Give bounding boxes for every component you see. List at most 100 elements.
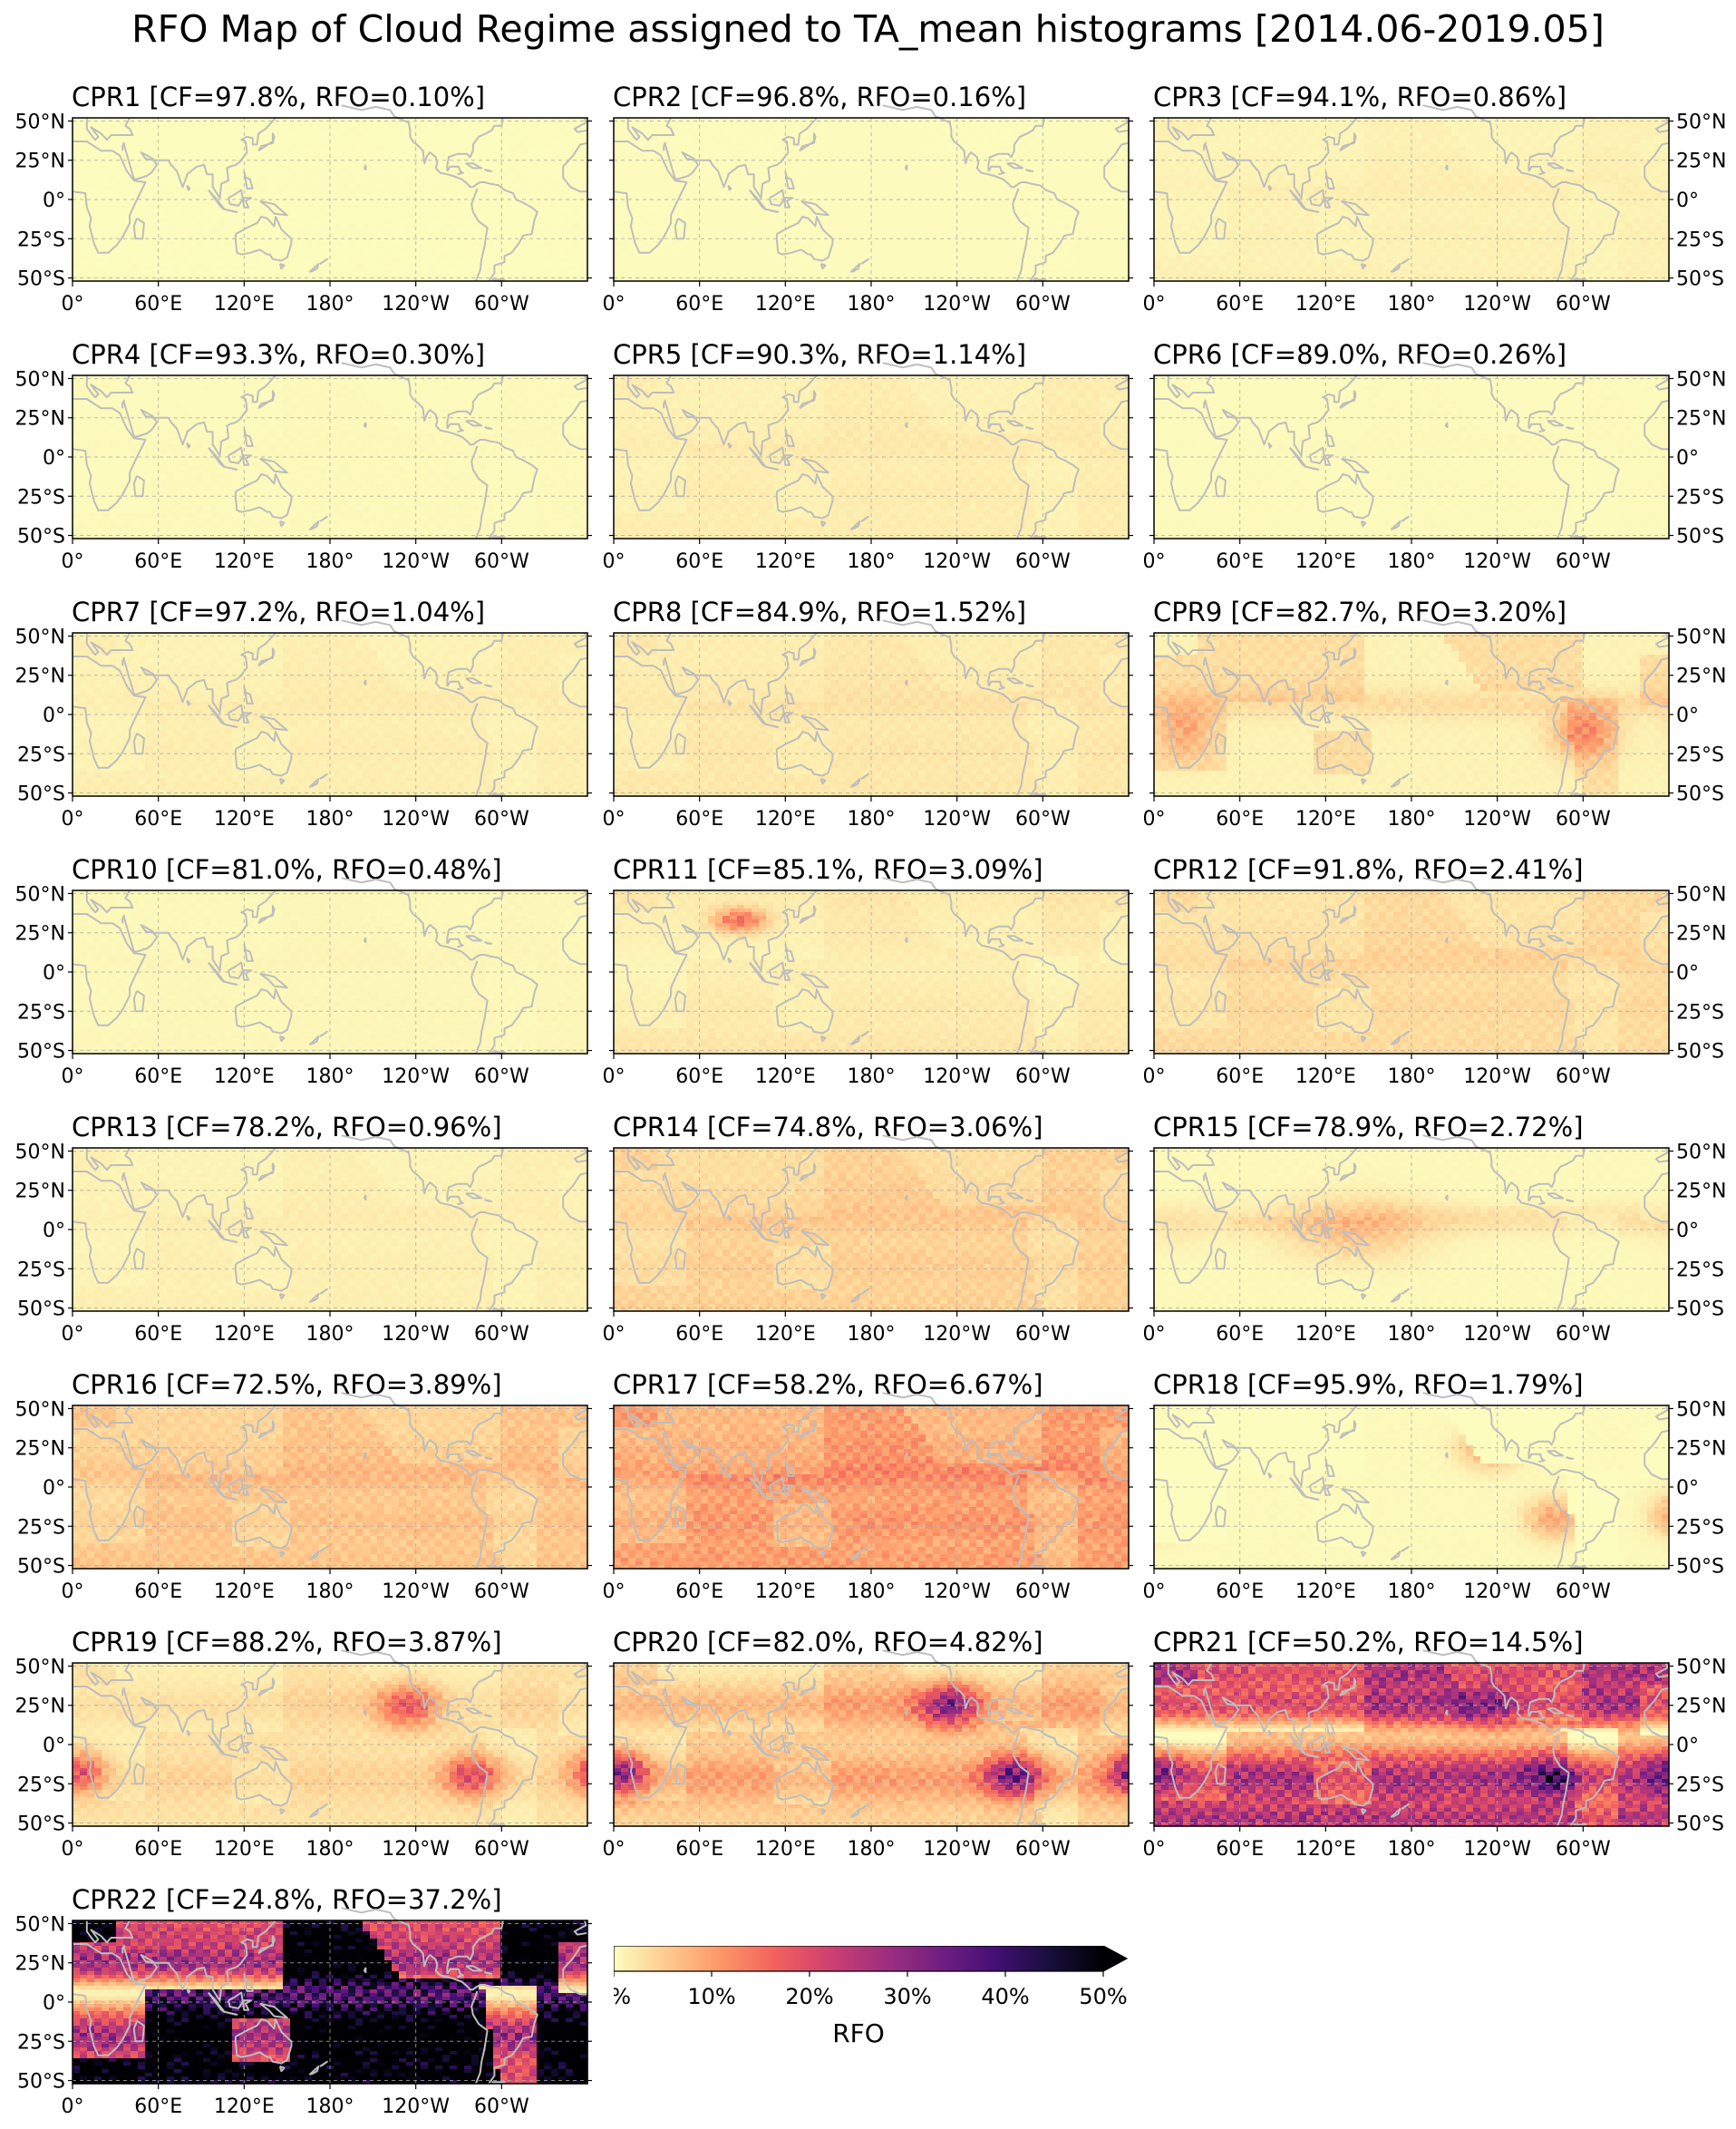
x-tick-label: 180°	[306, 1838, 354, 1861]
map-panel: 0° 60°E 120°E 180° 120°W 60°W 50°N 25°N 0° 25°S 50…	[1154, 633, 1669, 796]
x-tick-label: 120°E	[1295, 1580, 1356, 1603]
x-tick-label: 120°W	[923, 1065, 991, 1088]
y-tick-label: 50°S	[1676, 1813, 1724, 1836]
map-panel: 0° 60°E 120°E 180° 120°W 60°W 50°N 25°N 0° 25°S 50…	[73, 1148, 587, 1311]
y-tick-label: 25°S	[1676, 486, 1724, 509]
x-tick-label: 60°E	[675, 550, 723, 573]
x-tick-label: 60°W	[474, 2095, 529, 2118]
x-tick-label: 120°W	[382, 2095, 450, 2118]
x-tick-label: 120°E	[1295, 1065, 1356, 1088]
y-tick-label: 50°S	[17, 1556, 65, 1579]
x-tick-label: 180°	[306, 1065, 354, 1088]
x-tick-label: 60°E	[675, 293, 723, 316]
map-plot: 0° 60°E 120°E 180° 120°W 60°W50°N25°N0°25°S50…	[1154, 375, 1669, 539]
x-tick-label: 60°E	[134, 808, 182, 831]
x-tick-label: 120°E	[214, 1838, 275, 1861]
colorbar-tick-label: 0%	[614, 1984, 631, 2009]
y-tick-label: 0°	[43, 447, 65, 470]
y-tick-label: 25°S	[17, 1774, 65, 1796]
y-tick-label: 0°	[1676, 447, 1699, 470]
x-tick-label: 180°	[1388, 1838, 1436, 1861]
x-tick-label: 120°W	[923, 550, 991, 573]
y-tick-label: 50°S	[17, 268, 65, 291]
x-tick-label: 60°W	[1015, 1838, 1071, 1861]
y-tick-label: 0°	[43, 962, 65, 985]
colorbar-extend-arrow	[1103, 1946, 1127, 1971]
y-tick-label: 50°S	[1676, 526, 1724, 549]
x-tick-label: 120°W	[923, 1838, 991, 1861]
x-tick-label: 60°E	[134, 1323, 182, 1346]
y-tick-label: 0°	[43, 190, 65, 212]
y-tick-label: 50°S	[1676, 268, 1724, 291]
map-panel: 0° 60°E 120°E 180° 120°W 60°W 50°N 25°N 0° 25°S 50…	[73, 1663, 587, 1826]
x-tick-label: 60°W	[1015, 550, 1071, 573]
x-tick-label: 60°E	[675, 1580, 723, 1603]
y-tick-label: 25°S	[17, 2031, 65, 2054]
map-plot: 0° 60°E 120°E 180° 120°W 60°W	[614, 375, 1129, 539]
map-plot: 0° 60°E 120°E 180° 120°W 60°W	[614, 1663, 1129, 1826]
x-tick-label: 120°W	[382, 1580, 450, 1603]
y-tick-label: 50°N	[15, 111, 65, 133]
x-tick-label: 60°W	[1556, 1580, 1611, 1603]
colorbar-gradient	[614, 1946, 1103, 1971]
x-tick-label: 0°	[1143, 1838, 1166, 1861]
x-tick-label: 180°	[1388, 808, 1436, 831]
y-tick-label: 25°S	[17, 1001, 65, 1024]
y-tick-label: 25°N	[1676, 1696, 1726, 1718]
x-tick-label: 60°W	[1015, 808, 1071, 831]
map-plot: 0° 60°E 120°E 180° 120°W 60°W50°N25°N0°25°S50…	[73, 1920, 587, 2084]
y-tick-label: 25°N	[15, 666, 65, 688]
x-tick-label: 0°	[62, 1065, 84, 1088]
x-tick-label: 0°	[1143, 550, 1166, 573]
panel-title: CPR7 [CF=97.2%, RFO=1.04%]	[72, 599, 485, 626]
panel-title: CPR11 [CF=85.1%, RFO=3.09%]	[613, 857, 1043, 883]
x-tick-label: 120°W	[923, 808, 991, 831]
panel-title: CPR17 [CF=58.2%, RFO=6.67%]	[613, 1372, 1043, 1398]
x-tick-label: 120°W	[1463, 550, 1531, 573]
x-tick-label: 60°W	[1556, 1065, 1611, 1088]
x-tick-label: 60°E	[134, 2095, 182, 2118]
x-tick-label: 60°E	[134, 1838, 182, 1861]
x-tick-label: 180°	[1388, 1065, 1436, 1088]
x-tick-label: 120°E	[214, 550, 275, 573]
x-tick-label: 180°	[848, 808, 896, 831]
x-tick-label: 60°E	[1216, 808, 1264, 831]
x-tick-label: 120°E	[214, 808, 275, 831]
panel-title: CPR2 [CF=96.8%, RFO=0.16%]	[613, 84, 1026, 111]
x-tick-label: 60°W	[1015, 1065, 1071, 1088]
x-tick-label: 60°W	[474, 1323, 529, 1346]
x-tick-label: 60°W	[1556, 1323, 1611, 1346]
x-tick-label: 120°W	[382, 293, 450, 316]
x-tick-label: 60°E	[675, 1838, 723, 1861]
x-tick-label: 120°E	[1295, 808, 1356, 831]
y-tick-label: 25°N	[15, 1438, 65, 1461]
x-tick-label: 60°W	[1015, 293, 1071, 316]
map-panel: 0° 60°E 120°E 180° 120°W 60°W 50°N 25°N 0° 25°S 50…	[73, 118, 587, 281]
y-tick-label: 25°S	[17, 1516, 65, 1539]
map-plot: 0° 60°E 120°E 180° 120°W 60°W50°N25°N0°25°S50…	[73, 118, 587, 281]
x-tick-label: 120°E	[1295, 293, 1356, 316]
x-tick-label: 180°	[848, 1580, 896, 1603]
panel-title: CPR3 [CF=94.1%, RFO=0.86%]	[1153, 84, 1566, 111]
map-panel: 0° 60°E 120°E 180° 120°W 60°W 50°N 25°N 0° 25°S 50…	[1154, 118, 1669, 281]
colorbar-tick-label: 40%	[981, 1984, 1029, 2009]
x-tick-label: 180°	[306, 1580, 354, 1603]
x-tick-label: 180°	[1388, 293, 1436, 316]
y-tick-label: 50°N	[15, 626, 65, 648]
x-tick-label: 120°E	[1295, 1838, 1356, 1861]
x-tick-label: 60°W	[474, 1838, 529, 1861]
map-panel: 0° 60°E 120°E 180° 120°W 60°W 50°N 25°N 0° 25°S 50…	[1154, 1663, 1669, 1826]
y-tick-label: 50°N	[1676, 883, 1726, 906]
y-tick-label: 0°	[1676, 1477, 1699, 1500]
x-tick-label: 120°W	[923, 1580, 991, 1603]
y-tick-label: 50°N	[1676, 626, 1726, 648]
x-tick-label: 180°	[848, 1065, 896, 1088]
panel-title: CPR20 [CF=82.0%, RFO=4.82%]	[613, 1629, 1043, 1656]
x-tick-label: 60°W	[474, 1580, 529, 1603]
map-plot: 0° 60°E 120°E 180° 120°W 60°W50°N25°N0°25°S50…	[1154, 890, 1669, 1054]
x-tick-label: 120°E	[755, 1838, 816, 1861]
y-tick-label: 0°	[1676, 190, 1699, 212]
map-plot: 0° 60°E 120°E 180° 120°W 60°W	[614, 1405, 1129, 1569]
x-tick-label: 0°	[603, 1580, 626, 1603]
map-plot: 0° 60°E 120°E 180° 120°W 60°W50°N25°N0°25°S50…	[1154, 1148, 1669, 1311]
